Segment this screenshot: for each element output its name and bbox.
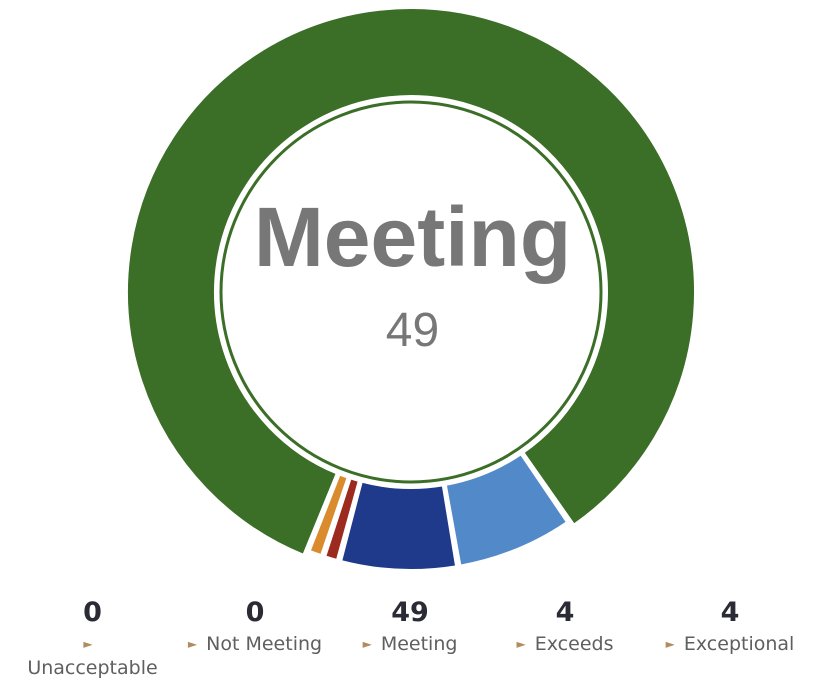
- legend-item-exceeds[interactable]: 4 ► Exceeds: [495, 598, 635, 697]
- legend-label: Exceptional: [683, 632, 795, 655]
- slice-exceptional[interactable]: [339, 480, 458, 571]
- legend-item-exceptional[interactable]: 4 ► Exceptional: [650, 598, 810, 697]
- donut-slices: [126, 7, 696, 571]
- legend-label: Unacceptable: [27, 657, 158, 680]
- legend-count: 0: [83, 597, 102, 628]
- slice-not-meeting[interactable]: [308, 473, 349, 557]
- slice-exceeds[interactable]: [444, 452, 569, 567]
- highlight-inner-ring: [219, 100, 603, 484]
- legend-item-meeting[interactable]: 49 ► Meeting: [340, 598, 480, 697]
- caret-right-icon: ►: [516, 636, 526, 651]
- legend-label: Exceeds: [534, 632, 614, 655]
- legend-item-unacceptable[interactable]: 0 ► Unacceptable: [0, 598, 185, 697]
- center-label: Meeting: [253, 190, 572, 284]
- slice-meeting[interactable]: [126, 7, 696, 557]
- legend-count: 0: [245, 597, 265, 628]
- legend-label: Not Meeting: [206, 632, 323, 655]
- legend-count: 4: [720, 597, 740, 628]
- legend-count: 4: [555, 597, 575, 628]
- legend-count: 49: [391, 597, 429, 628]
- slice-unacceptable[interactable]: [324, 477, 361, 562]
- caret-right-icon: ►: [187, 636, 198, 651]
- donut-chart: [126, 7, 696, 571]
- center-value: 49: [385, 304, 440, 357]
- caret-right-icon: ►: [665, 636, 675, 651]
- caret-right-icon: ►: [362, 636, 372, 651]
- legend-label: Meeting: [380, 632, 458, 655]
- caret-right-icon: ►: [83, 636, 93, 651]
- legend-item-not-meeting[interactable]: 0 ► Not Meeting: [175, 598, 335, 697]
